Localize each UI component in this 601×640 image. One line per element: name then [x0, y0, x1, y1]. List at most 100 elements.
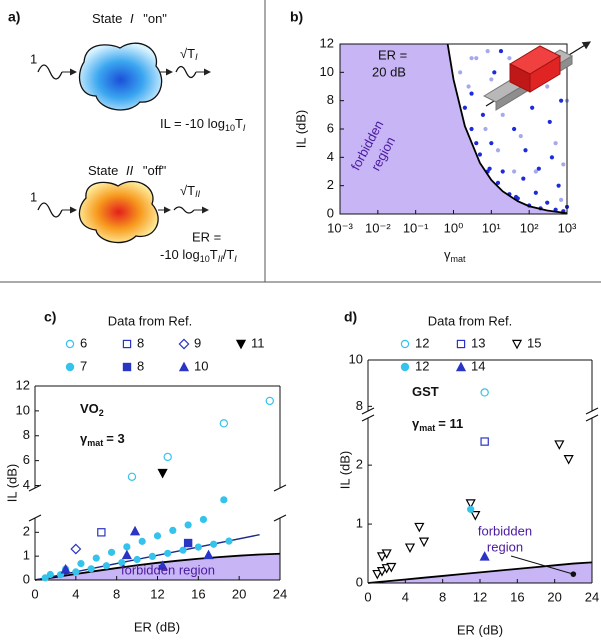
point: [480, 437, 489, 446]
legend-marker: [400, 362, 410, 372]
icon-box: [529, 55, 561, 93]
point: [533, 169, 538, 174]
point: [92, 554, 100, 562]
legend-marker: [178, 338, 190, 350]
x-tick-label: 16: [510, 589, 524, 604]
legend-marker: [122, 339, 132, 349]
point: [153, 532, 162, 540]
point: [163, 452, 172, 462]
point: [414, 522, 425, 533]
point: [469, 91, 474, 96]
point: [220, 496, 228, 504]
point: [469, 56, 474, 61]
point: [507, 56, 512, 61]
point: [512, 169, 517, 174]
state-title: State II "off": [88, 163, 167, 178]
point: [404, 543, 416, 554]
formula-text: T: [210, 247, 218, 262]
panel-label: d): [344, 309, 357, 325]
point: [372, 569, 383, 580]
point: [547, 119, 552, 125]
point: [500, 112, 505, 117]
point: [487, 166, 492, 171]
x-tick-label: 4: [72, 586, 79, 601]
x-tick-label: 0: [31, 586, 38, 601]
point: [559, 197, 564, 202]
point: [545, 200, 550, 205]
state-status: "on": [143, 11, 167, 26]
point: [523, 148, 528, 153]
axis-break: [273, 484, 287, 492]
x-tick-label: 10⁻²: [365, 220, 391, 235]
point: [563, 455, 574, 465]
point: [148, 552, 156, 560]
y-tick-label: 4: [23, 477, 30, 492]
axis-break: [28, 514, 42, 522]
legend-label: 12: [415, 358, 429, 373]
point: [123, 543, 131, 551]
point: [381, 549, 392, 559]
x-tick-label: 16: [191, 586, 205, 601]
y-axis-label: IL (dB): [293, 110, 308, 149]
text-part: γ: [80, 431, 88, 446]
point: [553, 141, 558, 146]
point: [127, 472, 137, 482]
text-part: mat: [87, 438, 103, 448]
text-part: = 3: [106, 431, 124, 446]
y-tick-label: 8: [327, 92, 334, 107]
panel-label: b): [290, 9, 303, 25]
point: [219, 419, 229, 428]
text-part: γ: [444, 247, 451, 262]
y-tick-label: 2: [23, 524, 30, 539]
blob: [78, 180, 159, 244]
panel-label: a): [8, 9, 20, 25]
state-word: State: [92, 11, 122, 26]
point: [77, 559, 85, 568]
y-tick-label: 0: [327, 205, 334, 220]
axis-break: [585, 414, 599, 422]
text-part: = 11: [438, 416, 463, 431]
state-numeral: I: [130, 11, 134, 26]
y-axis-label: IL (dB): [4, 464, 19, 503]
point: [500, 169, 505, 174]
point: [225, 537, 233, 545]
y-tick-label: 12: [320, 35, 334, 50]
formula-text: IL = -10 log: [160, 116, 225, 131]
annotation: ER =: [378, 47, 407, 62]
y-tick-label: 10: [320, 64, 334, 79]
x-tick-label: 8: [113, 586, 120, 601]
text-part: VO: [80, 401, 99, 416]
point: [458, 70, 463, 75]
x-tick-label: 20: [547, 589, 561, 604]
state-status: "off": [143, 163, 167, 178]
label: VO2: [80, 401, 104, 418]
y-tick-label: 2: [356, 457, 363, 472]
axis-break: [273, 514, 287, 522]
legend-marker: [235, 339, 247, 350]
state-word: State: [88, 163, 118, 178]
point: [376, 567, 388, 577]
y-tick-label: 4: [327, 149, 334, 164]
legend-marker: [65, 339, 75, 349]
legend-marker: [455, 361, 467, 372]
output-wave: [175, 65, 197, 79]
input-wave: [37, 64, 63, 80]
point: [559, 98, 564, 103]
y-axis-label: IL (dB): [337, 451, 352, 490]
output-wave: [173, 206, 195, 214]
point: [107, 548, 116, 556]
y-tick-label: 8: [23, 427, 30, 442]
legend-label: 7: [80, 358, 87, 373]
point: [179, 546, 187, 554]
legend-label: 8: [137, 358, 144, 373]
point: [265, 396, 274, 406]
point: [556, 183, 561, 188]
point: [138, 537, 146, 545]
input-wave: [37, 202, 63, 218]
legend-marker: [456, 339, 466, 349]
x-axis-label: ER (dB): [457, 622, 503, 637]
point: [203, 549, 214, 560]
point: [489, 77, 494, 82]
text-part: mat: [419, 423, 435, 433]
